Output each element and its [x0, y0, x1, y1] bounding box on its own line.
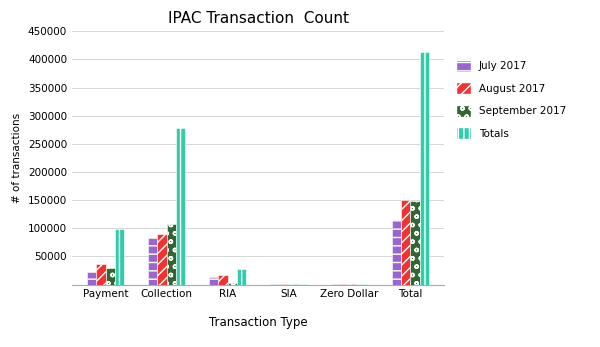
Title: IPAC Transaction  Count: IPAC Transaction Count — [167, 11, 349, 26]
Bar — [167, 224, 176, 285]
Bar — [97, 264, 106, 285]
Bar — [419, 52, 429, 285]
Bar — [401, 200, 410, 285]
Legend: July 2017, August 2017, September 2017, Totals: July 2017, August 2017, September 2017, … — [453, 57, 569, 142]
Bar — [209, 277, 218, 285]
Bar — [87, 272, 97, 285]
Bar — [218, 275, 227, 285]
Bar — [410, 201, 419, 285]
Bar — [176, 128, 185, 285]
Bar — [392, 220, 401, 285]
Bar — [106, 268, 115, 285]
Y-axis label: # of transactions: # of transactions — [13, 113, 22, 203]
Bar — [157, 234, 167, 285]
Bar — [236, 269, 246, 285]
Bar — [148, 238, 157, 285]
Bar — [115, 229, 124, 285]
X-axis label: Transaction Type: Transaction Type — [209, 316, 307, 329]
Bar — [227, 282, 236, 285]
